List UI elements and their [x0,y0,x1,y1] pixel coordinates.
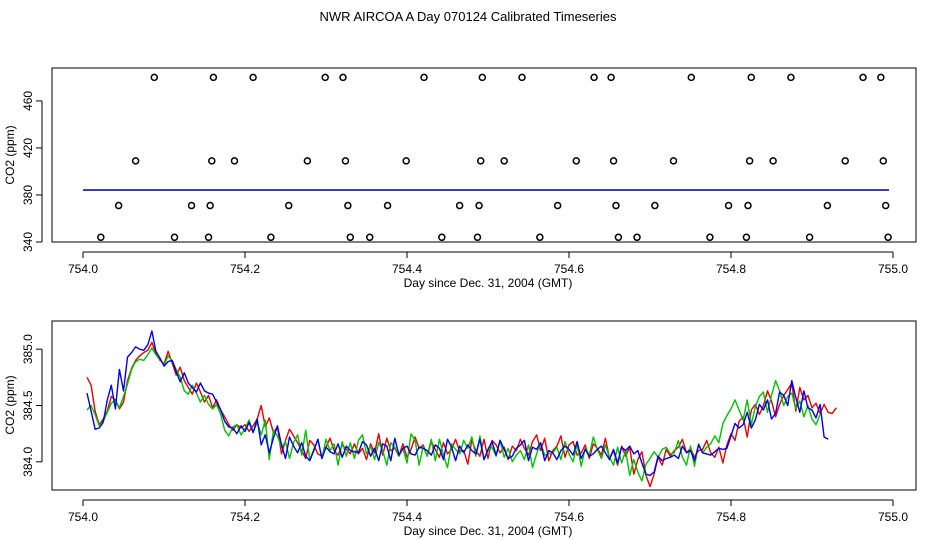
panel2-series-blue-line [86,330,829,477]
panel1-x-tick-label: 754.8 [716,262,746,276]
panel1-scatter-point [473,233,482,242]
panel1-scatter-point [478,73,487,82]
panel1-scatter-point [841,157,849,165]
panel1-scatter-point [744,201,752,210]
panel1-scatter-point [859,73,867,82]
panel1-scatter-point [745,157,754,165]
panel1-x-axis-label: Day since Dec. 31, 2004 (GMT) [404,276,573,290]
panel2-x-tick-label: 754.8 [716,510,746,524]
panel1-scatter-point [402,157,410,165]
panel1-scatter-point [590,73,598,82]
panel1-x-tick-label: 754.6 [554,262,584,276]
panel2-y-tick-label: 384.5 [21,390,35,420]
panel1-scatter-point [633,233,641,242]
panel1-y-tick-label: 380 [21,185,35,205]
panel1-scatter-point [267,233,275,242]
panel2-series-red-line [86,341,837,488]
panel2-series-green-line [86,347,821,482]
panel1-scatter-point [230,157,239,165]
panel2-x-tick-label: 754.0 [68,510,98,524]
panel1-x-tick-label: 754.4 [392,262,422,276]
panel1-scatter-point [706,233,714,242]
panel1-scatter-point [365,233,374,242]
panel1-scatter-point [877,73,885,82]
panel1-scatter-point [303,157,312,165]
panel1-y-tick-label: 420 [21,138,35,158]
panel2-x-tick-label: 754.4 [392,510,422,524]
panel1-scatter-point [284,201,293,210]
panel1-scatter-point [187,201,196,210]
panel1-scatter-point [879,157,888,165]
panel1-scatter-point [114,201,123,210]
panel1-scatter-point [476,157,485,165]
panel1-scatter-point [150,73,159,82]
panel1-scatter-point [321,73,329,82]
panel1-scatter-point [572,157,581,165]
panel1-scatter-point [344,201,352,210]
panel1-scatter-point [438,233,446,242]
panel1-scatter-point [884,233,892,242]
panel1-group [36,67,917,258]
panel1-scatter-point [204,233,213,242]
panel1-scatter-point [208,157,216,165]
panel1-scatter-point [687,73,696,82]
panel1-scatter-point [669,157,678,165]
panel1-frame [51,67,917,243]
panel1-scatter-point [455,201,464,210]
panel1-scatter-point [553,201,562,210]
panel1-scatter-point [787,73,795,82]
panel1-scatter-point [612,201,620,210]
panel1-scatter-point [769,157,777,165]
panel1-y-axis-label: CO2 (ppm) [3,125,17,184]
panel1-scatter-point [614,233,623,242]
panel2-x-tick-label: 755.0 [878,510,908,524]
panel1-scatter-point [805,233,814,242]
panel1-scatter-point [206,201,214,210]
panel1-x-tick-label: 754.0 [68,262,98,276]
panel1-scatter-point [518,73,526,82]
panel2-y-axis-label: CO2 (ppm) [3,375,17,434]
panel1-scatter-point [536,233,544,242]
figure-title: NWR AIRCOA A Day 070124 Calibrated Times… [319,9,617,24]
panel2-frame [51,320,917,491]
panel1-scatter-point [823,201,832,210]
panel1-scatter-point [420,73,428,82]
panel1-scatter-point [500,157,508,165]
panel1-scatter-point [607,73,615,82]
panel1-scatter-point [97,233,105,242]
panel1-x-tick-label: 755.0 [878,262,908,276]
panel1-scatter-point [170,233,179,242]
panel1-scatter-point [383,201,392,210]
panel2-y-tick-label: 385.0 [21,334,35,364]
panel1-scatter-point [346,233,355,242]
panel1-scatter-point [339,73,347,82]
panel1-scatter-point [249,73,257,82]
panel2-x-axis-label: Day since Dec. 31, 2004 (GMT) [404,524,573,538]
panel1-scatter-point [724,201,733,210]
panel1-scatter-point [881,201,890,210]
panel1-y-tick-label: 340 [21,232,35,252]
panel1-y-tick-label: 460 [21,91,35,111]
panel1-scatter-point [747,73,755,82]
panel1-x-tick-label: 754.2 [230,262,260,276]
panel1-scatter-point [475,201,483,210]
panel1-scatter-point [742,233,751,242]
panel2-y-tick-label: 384.0 [21,446,35,476]
panel1-scatter-point [341,157,350,165]
panel2-x-tick-label: 754.6 [554,510,584,524]
panel2-group [36,320,917,506]
panel1-scatter-point [131,157,140,165]
panel1-scatter-point [209,73,218,82]
panel2-x-tick-label: 754.2 [230,510,260,524]
panel1-scatter-point [609,157,618,165]
panel1-scatter-point [651,201,659,210]
